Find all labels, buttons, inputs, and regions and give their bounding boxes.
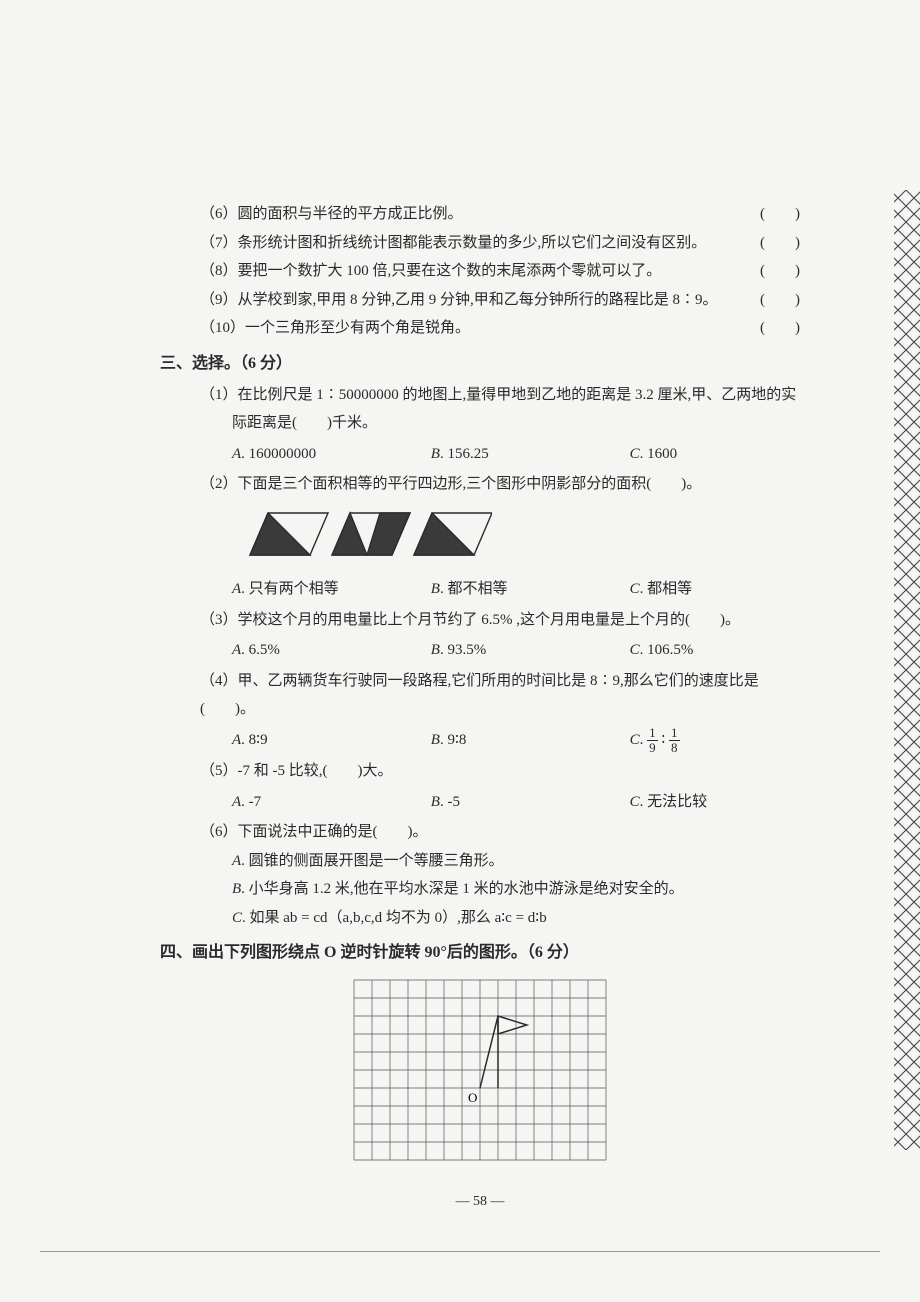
option-a: A. 8∶9 [232, 726, 431, 756]
page-number: — 58 — [160, 1189, 800, 1216]
parallelogram-svg [232, 505, 492, 561]
q5-stem: （5）-7 和 -5 比较,( )大。 [200, 757, 800, 786]
mc-q1: （1）在比例尺是 1∶50000000 的地图上,量得甲地到乙地的距离是 3.2… [160, 381, 800, 469]
q1-stem-line2: 际距离是( )千米。 [200, 409, 800, 438]
option-c: C. 1600 [630, 440, 800, 469]
option-b: B. 9∶8 [431, 726, 630, 756]
option-a: A. -7 [232, 788, 431, 817]
section-3-heading: 三、选择。（6 分） [160, 349, 800, 379]
option-c: C. 都相等 [630, 575, 800, 604]
q1-options: A. 160000000 B. 156.25 C. 1600 [200, 440, 800, 469]
section-4-heading: 四、画出下列图形绕点 O 逆时针旋转 90°后的图形。（6 分） [160, 938, 800, 968]
q3-options: A. 6.5% B. 93.5% C. 106.5% [200, 636, 800, 665]
option-b: B. 156.25 [431, 440, 630, 469]
tf-text-body: 从学校到家,甲用 8 分钟,乙用 9 分钟,甲和乙每分钟所行的路程比是 8∶9。 [238, 292, 718, 308]
q2-stem: （2）下面是三个面积相等的平行四边形,三个图形中阴影部分的面积( )。 [200, 470, 800, 499]
answer-paren: ( ) [760, 286, 800, 315]
option-c: C. 106.5% [630, 636, 800, 665]
tf-text-body: 一个三角形至少有两个角是锐角。 [245, 320, 470, 336]
tf-num: （8） [200, 263, 238, 279]
mc-q3: （3）学校这个月的用电量比上个月节约了 6.5% ,这个月用电量是上个月的( )… [160, 606, 800, 665]
answer-paren: ( ) [760, 200, 800, 229]
q5-options: A. -7 B. -5 C. 无法比较 [200, 788, 800, 817]
mc-q2: （2）下面是三个面积相等的平行四边形,三个图形中阴影部分的面积( )。 A. 只… [160, 470, 800, 604]
answer-paren: ( ) [760, 314, 800, 343]
q2-options: A. 只有两个相等 B. 都不相等 C. 都相等 [200, 575, 800, 604]
rotation-grid: O [160, 979, 800, 1172]
true-false-block: （6）圆的面积与半径的平方成正比例。 ( ) （7）条形统计图和折线统计图都能表… [160, 200, 800, 343]
option-a: A. 160000000 [232, 440, 431, 469]
q4-options: A. 8∶9 B. 9∶8 C. 19 ∶ 18 [200, 726, 800, 756]
option-b: B. -5 [431, 788, 630, 817]
tf-text-body: 条形统计图和折线统计图都能表示数量的多少,所以它们之间没有区别。 [238, 235, 707, 251]
option-a: A. 圆锥的侧面展开图是一个等腰三角形。 [200, 847, 800, 876]
q4-stem: （4）甲、乙两辆货车行驶同一段路程,它们所用的时间比是 8∶9,那么它们的速度比… [200, 667, 800, 724]
q6-stem: （6）下面说法中正确的是( )。 [200, 818, 800, 847]
option-b: B. 都不相等 [431, 575, 630, 604]
tf-item: （7）条形统计图和折线统计图都能表示数量的多少,所以它们之间没有区别。 ( ) [160, 229, 800, 258]
mc-q4: （4）甲、乙两辆货车行驶同一段路程,它们所用的时间比是 8∶9,那么它们的速度比… [160, 667, 800, 756]
option-b: B. 93.5% [431, 636, 630, 665]
tf-item: （8）要把一个数扩大 100 倍,只要在这个数的末尾添两个零就可以了。 ( ) [160, 257, 800, 286]
mc-q6: （6）下面说法中正确的是( )。 A. 圆锥的侧面展开图是一个等腰三角形。 B.… [160, 818, 800, 932]
tf-item: （10）一个三角形至少有两个角是锐角。 ( ) [160, 314, 800, 343]
option-a: A. 只有两个相等 [232, 575, 431, 604]
tf-num: （7） [200, 235, 238, 251]
parallelogram-figures [200, 505, 800, 572]
answer-paren: ( ) [760, 257, 800, 286]
option-c: C. 无法比较 [630, 788, 800, 817]
tf-item: （6）圆的面积与半径的平方成正比例。 ( ) [160, 200, 800, 229]
fraction: 19 [647, 726, 658, 756]
exam-page: （6）圆的面积与半径的平方成正比例。 ( ) （7）条形统计图和折线统计图都能表… [0, 0, 920, 1256]
footer-rule [40, 1251, 880, 1252]
option-a: A. 6.5% [232, 636, 431, 665]
option-c: C. 如果 ab = cd（a,b,c,d 均不为 0）,那么 a∶c = d∶… [200, 904, 800, 933]
svg-text:O: O [468, 1090, 477, 1105]
grid-svg: O [353, 979, 607, 1161]
tf-num: （9） [200, 292, 238, 308]
option-c: C. 19 ∶ 18 [630, 726, 800, 756]
tf-text-body: 要把一个数扩大 100 倍,只要在这个数的末尾添两个零就可以了。 [238, 263, 662, 279]
answer-paren: ( ) [760, 229, 800, 258]
tf-num: （10） [200, 320, 245, 336]
tf-text-body: 圆的面积与半径的平方成正比例。 [238, 206, 463, 222]
q1-stem-line1: （1）在比例尺是 1∶50000000 的地图上,量得甲地到乙地的距离是 3.2… [200, 381, 800, 410]
mc-q5: （5）-7 和 -5 比较,( )大。 A. -7 B. -5 C. 无法比较 [160, 757, 800, 816]
tf-item: （9）从学校到家,甲用 8 分钟,乙用 9 分钟,甲和乙每分钟所行的路程比是 8… [160, 286, 800, 315]
fraction: 18 [669, 726, 680, 756]
option-b: B. 小华身高 1.2 米,他在平均水深是 1 米的水池中游泳是绝对安全的。 [200, 875, 800, 904]
tf-num: （6） [200, 206, 238, 222]
q3-stem: （3）学校这个月的用电量比上个月节约了 6.5% ,这个月用电量是上个月的( )… [200, 606, 800, 635]
